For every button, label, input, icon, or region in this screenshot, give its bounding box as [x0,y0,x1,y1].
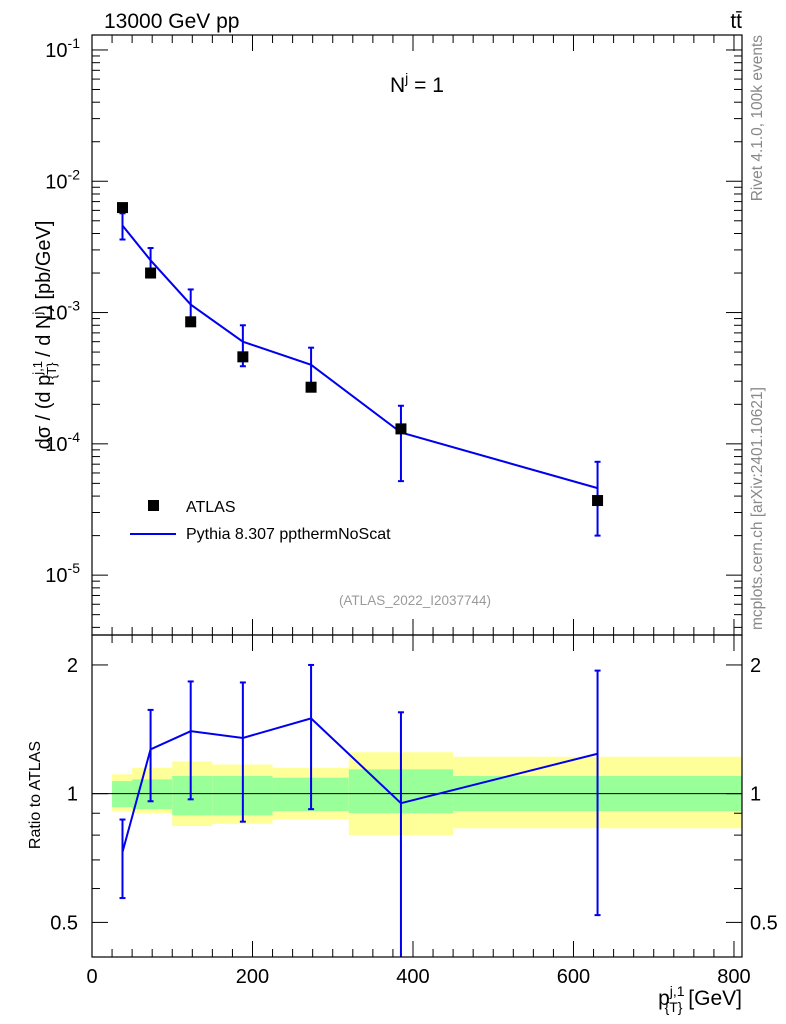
legend-atlas-marker [148,500,159,511]
x-tick-label-200: 200 [236,966,269,988]
x-tick-label-400: 400 [396,966,429,988]
main-y-tick-label-4: 10-1 [45,35,80,62]
ratio-y-tick-label-l-1: 1 [67,784,78,806]
legend: ATLAS Pythia 8.307 ppthermNoScat [130,499,391,543]
band-inner-2 [172,775,213,816]
tick-labels: 0 200 400 600 800 10-5 10-4 10-3 10-2 10-1 0.5 0.5 1… [45,35,778,988]
ratio-y-tick-label-l-0: 0.5 [50,912,78,934]
main-y-tick-label-2: 10-3 [45,298,80,325]
rivet-label: Rivet 4.1.0, 100k events [749,35,766,202]
x-tick-label-800: 800 [717,966,750,988]
ratio-y-tick-label-r-0: 0.5 [750,912,778,934]
main-y-axis-label: dσ / (d pj,1{T} / d Nj) [pb/GeV] [30,221,59,450]
annotation-rest: = 1 [408,74,444,97]
legend-pythia-label: Pythia 8.307 ppthermNoScat [186,526,391,543]
panel-annotation: Nj = 1 [390,70,444,97]
legend-atlas-label: ATLAS [186,499,236,516]
atlas-point-1 [145,267,157,279]
main-y-tick-label-1: 10-4 [45,429,80,456]
annotation-sup: j [404,70,408,86]
pythia-line [121,224,598,490]
main-y-tick-label-3: 10-2 [45,166,80,193]
atlas-point-5 [395,423,407,435]
x-tick-label-0: 0 [86,966,97,988]
header-left: 13000 GeV pp [104,10,239,33]
header-right: tt̄ [730,10,742,33]
atlas-point-0 [116,202,128,214]
ratio-y-axis-label: Ratio to ATLAS [27,741,44,849]
ratio-y-tick-label-r-1: 1 [750,784,761,806]
x-tick-label-600: 600 [557,966,590,988]
atlas-point-4 [305,381,317,393]
axis-ticks [91,35,742,957]
ratio-y-tick-label-l-2: 2 [67,655,78,677]
main-y-tick-label-0: 10-5 [45,560,80,587]
main-panel-frame [91,34,743,636]
ratio-y-tick-label-r-2: 2 [750,655,761,677]
atlas-point-2 [185,316,197,328]
x-axis-label: pj,1 {T} [GeV] [658,983,742,1015]
atlas-point-3 [237,351,249,363]
reference-label: (ATLAS_2022_I2037744) [339,593,491,608]
ratio-panel-frame [91,634,743,958]
data-markers [116,202,604,507]
mc-curves [119,212,601,957]
annotation-n: N [390,74,405,97]
mcplots-label: mcplots.cern.ch [arXiv:2401.10621] [749,387,766,630]
atlas-point-6 [592,495,604,507]
